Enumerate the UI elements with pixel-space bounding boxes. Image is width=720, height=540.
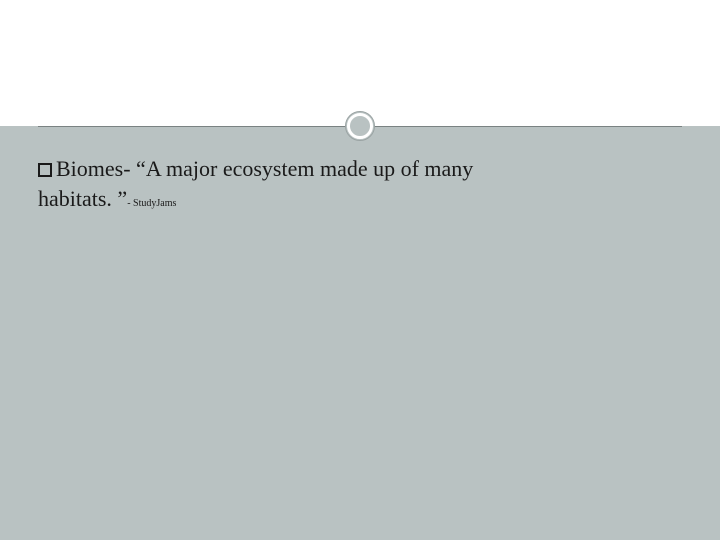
square-bullet-icon bbox=[38, 163, 52, 177]
bullet-item-line2: habitats. ”- StudyJams bbox=[38, 184, 682, 214]
divider-ring-icon bbox=[347, 113, 373, 139]
slide-body: Biomes- “A major ecosystem made up of ma… bbox=[38, 154, 682, 213]
bullet-item: Biomes- “A major ecosystem made up of ma… bbox=[38, 154, 682, 184]
definition-line1: - “A major ecosystem made up of many bbox=[123, 156, 473, 181]
slide-header-area bbox=[0, 0, 720, 126]
term-text: Biomes bbox=[56, 156, 123, 181]
definition-line2: habitats. ” bbox=[38, 186, 127, 211]
citation-text: - StudyJams bbox=[127, 198, 176, 209]
